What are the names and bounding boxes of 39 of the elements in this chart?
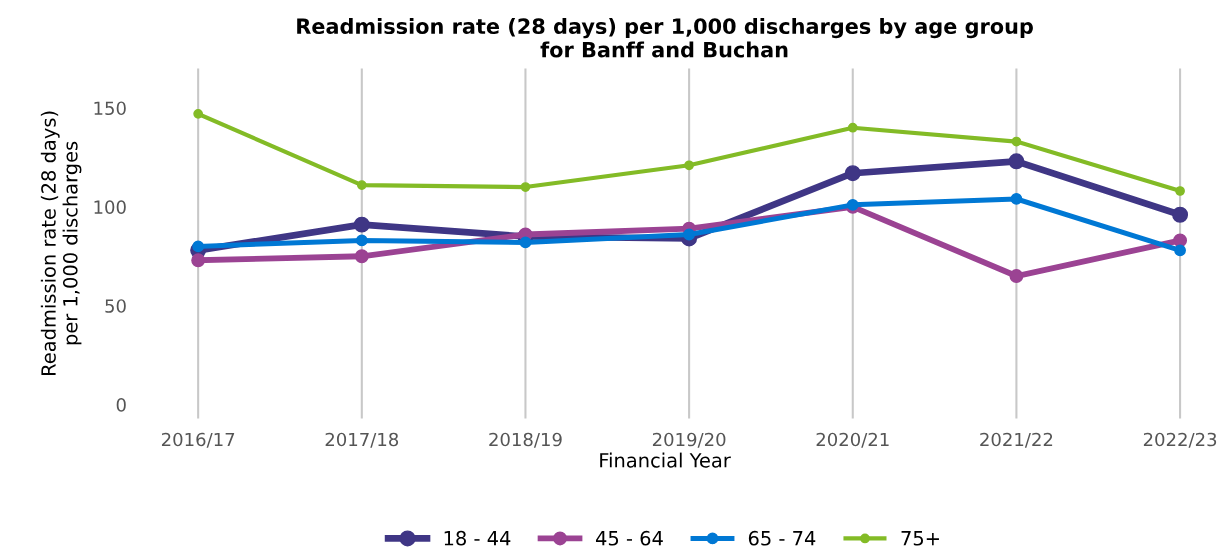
y-tick-label: 50 xyxy=(105,299,126,313)
point xyxy=(356,180,367,190)
point xyxy=(193,109,204,119)
point xyxy=(1172,206,1189,223)
point xyxy=(355,234,368,247)
point xyxy=(683,228,696,241)
x-tick-label: 2020/21 xyxy=(816,432,889,448)
point xyxy=(191,253,206,268)
point xyxy=(1011,136,1022,147)
point xyxy=(353,216,370,233)
point xyxy=(1175,186,1185,196)
point xyxy=(1009,269,1024,283)
point xyxy=(520,182,531,192)
legend-label: 45 - 64 xyxy=(595,530,663,546)
point xyxy=(1173,233,1188,248)
y-axis-title: Readmission rate (28 days) per 1,000 discharges xyxy=(40,111,82,375)
point xyxy=(192,240,205,253)
x-tick-label: 2021/22 xyxy=(980,432,1053,448)
point xyxy=(844,165,861,182)
x-tick-label: 2022/23 xyxy=(1143,432,1217,448)
point xyxy=(1010,193,1023,205)
y-tick-label: 150 xyxy=(94,101,126,116)
point xyxy=(1008,153,1025,170)
x-tick-label: 2016/17 xyxy=(161,432,235,448)
x-tick-label: 2018/19 xyxy=(489,432,562,448)
chart-title: Readmission rate (28 days) per 1,000 discharges by age group for Banff and Buchan xyxy=(297,17,1033,58)
point xyxy=(1174,244,1186,257)
legend-label: 75+ xyxy=(901,531,939,546)
point xyxy=(354,249,369,264)
point xyxy=(519,236,532,249)
x-tick-label: 2019/20 xyxy=(652,432,726,448)
point xyxy=(847,122,858,133)
y-tick-label: 0 xyxy=(116,398,126,412)
x-axis-title: Financial Year xyxy=(600,452,731,468)
legend-label: 18 - 44 xyxy=(444,530,511,546)
y-tick-label: 100 xyxy=(94,200,126,214)
legend-label: 65 - 74 xyxy=(748,530,816,546)
point xyxy=(684,160,694,171)
x-tick-label: 2017/18 xyxy=(325,432,399,448)
